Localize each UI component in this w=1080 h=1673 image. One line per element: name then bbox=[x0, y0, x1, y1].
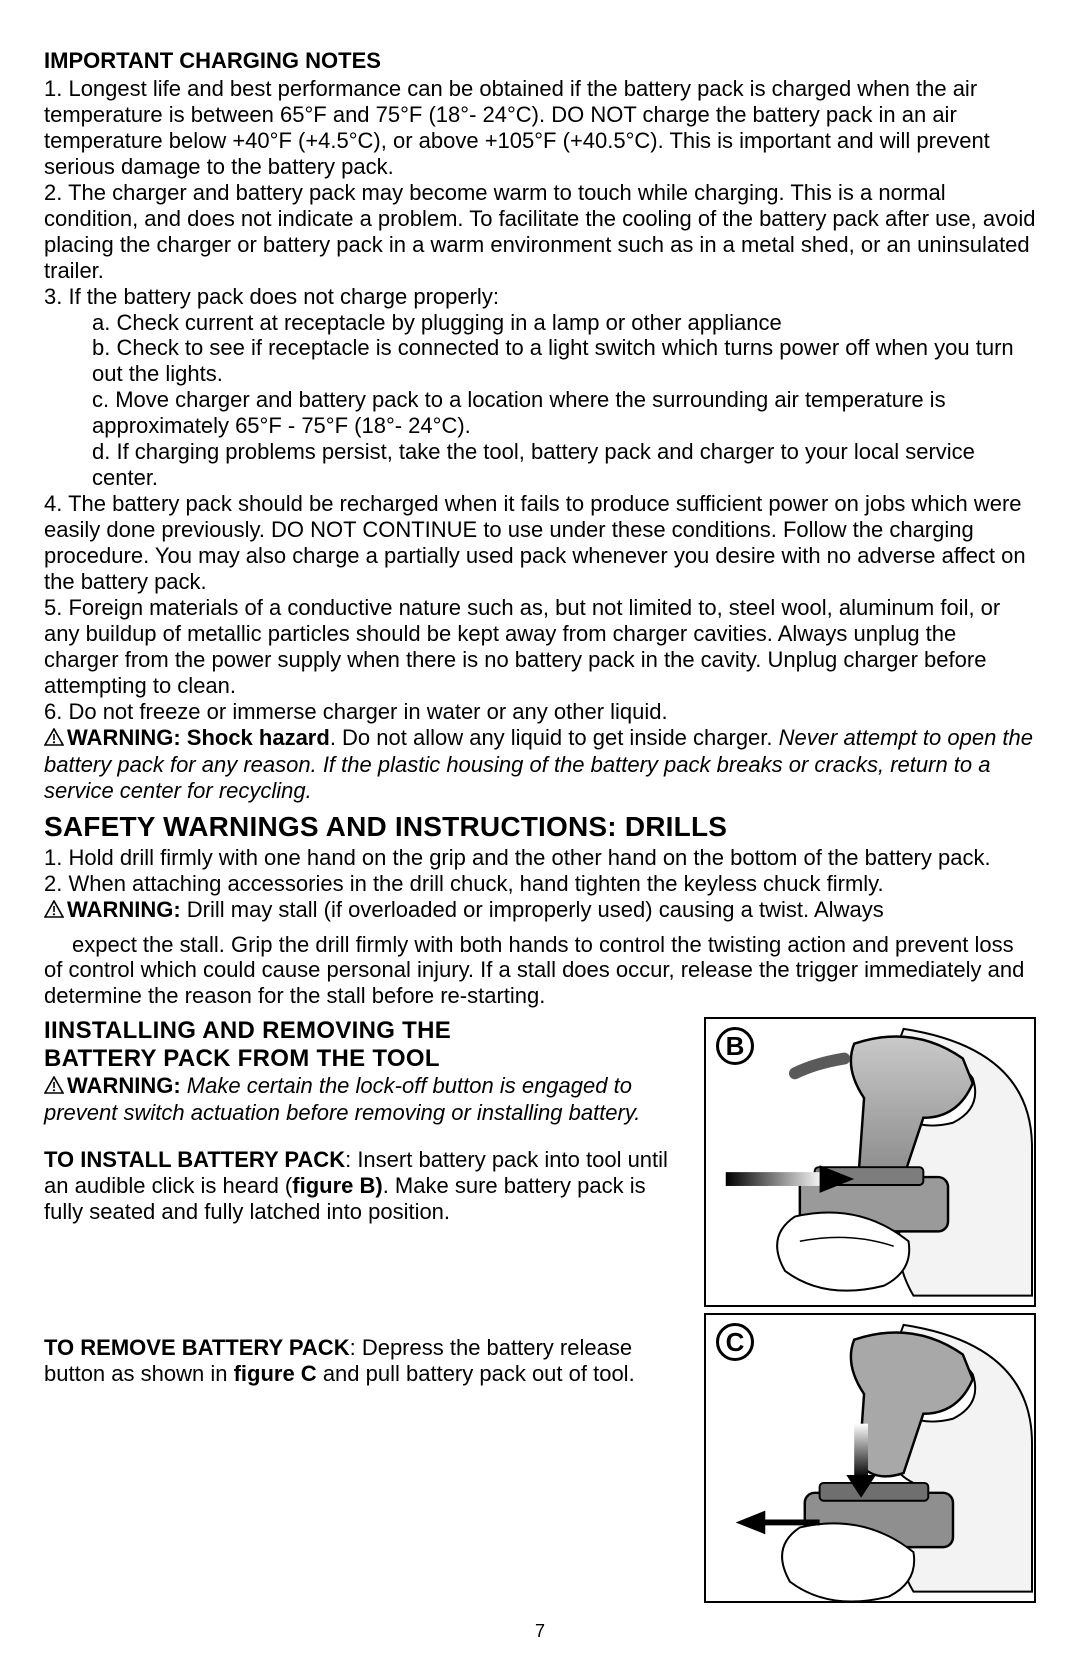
heading-install-remove-2: BATTERY PACK FROM THE TOOL bbox=[44, 1045, 690, 1073]
install-remove-section: IINSTALLING AND REMOVING THE BATTERY PAC… bbox=[44, 1017, 1036, 1603]
remove-text-2: and pull battery pack out of tool. bbox=[317, 1361, 635, 1386]
remove-bold: TO REMOVE BATTERY PACK bbox=[44, 1335, 350, 1360]
page-number: 7 bbox=[44, 1621, 1036, 1642]
shock-hazard-rest: . Do not allow any liquid to get inside … bbox=[330, 725, 779, 750]
note-3c: c. Move charger and battery pack to a lo… bbox=[44, 387, 1036, 439]
drill-1: 1. Hold drill firmly with one hand on th… bbox=[44, 845, 1036, 871]
figure-b-illustration bbox=[706, 1019, 1034, 1306]
section-safety-drills: SAFETY WARNINGS AND INSTRUCTIONS: DRILLS… bbox=[44, 810, 1036, 1010]
warning-triangle-icon bbox=[44, 898, 64, 924]
install-pack-para: TO INSTALL BATTERY PACK: Insert battery … bbox=[44, 1147, 690, 1225]
drill-2: 2. When attaching accessories in the dri… bbox=[44, 871, 1036, 897]
note-3b: b. Check to see if receptacle is connect… bbox=[44, 335, 1036, 387]
warning-triangle-icon bbox=[44, 1074, 64, 1100]
note-1: 1. Longest life and best performance can… bbox=[44, 76, 1036, 180]
note-4: 4. The battery pack should be recharged … bbox=[44, 491, 1036, 595]
note-5: 5. Foreign materials of a conductive nat… bbox=[44, 595, 1036, 699]
warning-word: WARNING: bbox=[67, 1073, 181, 1098]
shock-hazard-bold: Shock hazard bbox=[181, 725, 330, 750]
figure-b-ref: figure B) bbox=[292, 1173, 382, 1198]
figure-c-illustration bbox=[706, 1315, 1034, 1602]
figure-c-ref: figure C bbox=[234, 1361, 317, 1386]
heading-charging-notes: IMPORTANT CHARGING NOTES bbox=[44, 48, 1036, 74]
note-3a: a. Check current at receptacle by pluggi… bbox=[44, 310, 1036, 336]
warning-word: WARNING: bbox=[67, 897, 181, 922]
install-warning: WARNING: Make certain the lock-off butto… bbox=[44, 1073, 690, 1126]
warning-triangle-icon bbox=[44, 726, 64, 752]
note-3d: d. If charging problems persist, take th… bbox=[44, 439, 1036, 491]
heading-install-remove-1: IINSTALLING AND REMOVING THE bbox=[44, 1017, 690, 1045]
install-remove-text: IINSTALLING AND REMOVING THE BATTERY PAC… bbox=[44, 1017, 690, 1603]
note-3: 3. If the battery pack does not charge p… bbox=[44, 284, 1036, 310]
note-6: 6. Do not freeze or immerse charger in w… bbox=[44, 699, 1036, 725]
drill-warn-text: Drill may stall (if overloaded or improp… bbox=[181, 897, 884, 922]
remove-pack-para: TO REMOVE BATTERY PACK: Depress the batt… bbox=[44, 1335, 690, 1387]
heading-safety-drills: SAFETY WARNINGS AND INSTRUCTIONS: DRILLS bbox=[44, 810, 1036, 843]
figures-column: B bbox=[704, 1017, 1036, 1603]
warning-word: WARNING: bbox=[67, 725, 181, 750]
note-2: 2. The charger and battery pack may beco… bbox=[44, 180, 1036, 284]
warning-shock-hazard: WARNING: Shock hazard. Do not allow any … bbox=[44, 725, 1036, 804]
figure-c: C bbox=[704, 1313, 1036, 1603]
figure-b: B bbox=[704, 1017, 1036, 1307]
drill-3-warning: WARNING: Drill may stall (if overloaded … bbox=[44, 897, 1036, 924]
drill-3-cont: expect the stall. Grip the drill firmly … bbox=[44, 932, 1036, 1010]
install-bold: TO INSTALL BATTERY PACK bbox=[44, 1147, 345, 1172]
section-charging-notes: IMPORTANT CHARGING NOTES 1. Longest life… bbox=[44, 48, 1036, 804]
